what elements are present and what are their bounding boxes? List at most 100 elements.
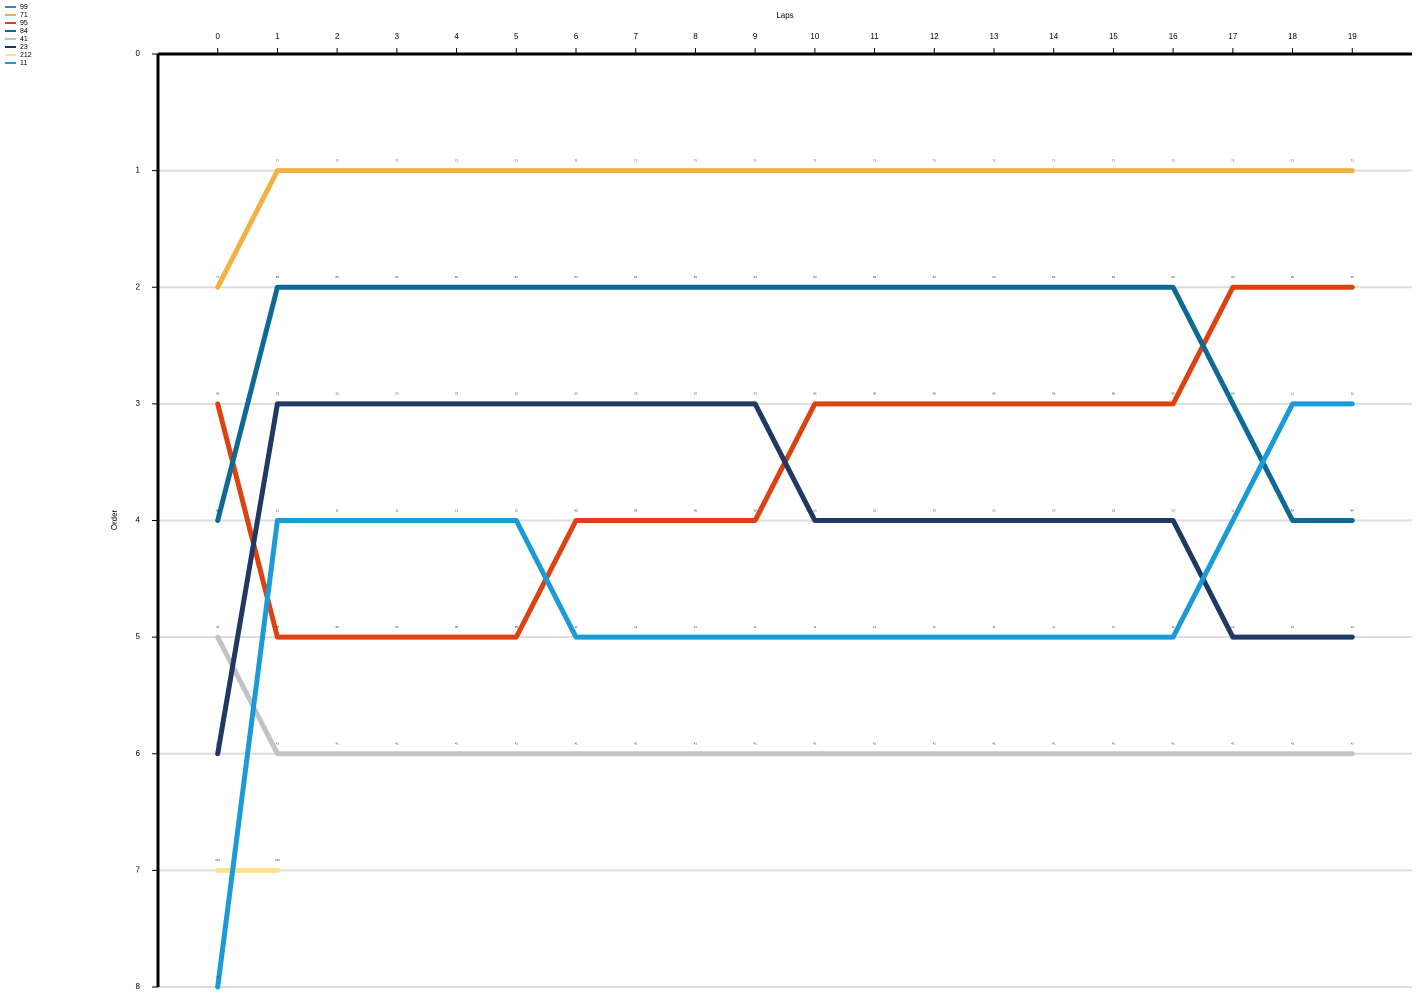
point-label: 11 [216, 975, 219, 979]
x-tick-label: 8 [693, 32, 698, 41]
point-label: 71 [813, 158, 817, 162]
point-label: 41 [455, 742, 459, 746]
point-label: 84 [276, 275, 280, 279]
y-tick-label: 5 [136, 632, 141, 641]
point-label: 23 [515, 392, 519, 396]
point-label: 95 [1112, 392, 1116, 396]
y-tick-label: 2 [136, 282, 141, 291]
point-label: 84 [992, 275, 996, 279]
y-tick-label: 1 [136, 166, 141, 175]
point-label: 95 [1052, 392, 1056, 396]
point-label: 71 [694, 158, 698, 162]
point-label: 11 [574, 625, 577, 629]
point-label: 41 [574, 742, 578, 746]
point-label: 71 [395, 158, 399, 162]
point-label: 11 [933, 625, 936, 629]
y-axis-label: Order [110, 509, 119, 530]
point-label: 11 [754, 625, 757, 629]
point-label: 23 [455, 392, 459, 396]
point-label: 95 [873, 392, 877, 396]
point-label: 84 [1052, 275, 1056, 279]
point-label: 41 [1291, 742, 1295, 746]
point-label: 11 [1231, 508, 1234, 512]
point-label: 11 [395, 508, 398, 512]
point-label: 41 [933, 742, 937, 746]
point-label: 23 [753, 392, 757, 396]
point-label: 84 [1112, 275, 1116, 279]
point-label: 71 [515, 158, 519, 162]
point-label: 84 [455, 275, 459, 279]
point-label: 41 [1052, 742, 1056, 746]
x-tick-label: 10 [810, 32, 819, 41]
point-label: 41 [1171, 742, 1175, 746]
x-tick-label: 16 [1169, 32, 1178, 41]
point-label: 11 [276, 508, 279, 512]
point-label: 84 [574, 275, 578, 279]
point-label: 84 [694, 275, 698, 279]
point-label: 41 [1112, 742, 1116, 746]
point-label: 41 [216, 625, 220, 629]
legend-label: 41 [20, 36, 28, 43]
point-label: 41 [694, 742, 698, 746]
series-line [215, 284, 1355, 523]
series-line [215, 401, 1355, 757]
x-axis-label: Laps [776, 11, 793, 20]
point-label: 23 [1231, 625, 1235, 629]
point-label: 41 [813, 742, 817, 746]
point-label: 84 [335, 275, 339, 279]
point-label: 95 [634, 508, 638, 512]
point-label: 11 [1112, 625, 1115, 629]
point-label: 84 [634, 275, 638, 279]
x-tick-label: 15 [1109, 32, 1118, 41]
y-tick-label: 7 [136, 865, 141, 874]
point-label: 11 [455, 508, 458, 512]
point-label: 71 [1351, 158, 1355, 162]
point-label: 11 [515, 508, 518, 512]
point-label: 84 [1291, 508, 1295, 512]
point-label: 84 [515, 275, 519, 279]
point-label: 11 [1351, 392, 1354, 396]
point-label: 95 [694, 508, 698, 512]
point-label: 11 [1172, 625, 1175, 629]
series-line [215, 634, 1355, 757]
series-line [215, 401, 1355, 990]
x-tick-label: 17 [1228, 32, 1237, 41]
point-label: 11 [634, 625, 637, 629]
point-label: 11 [1052, 625, 1055, 629]
point-label: 95 [1171, 392, 1175, 396]
x-tick-label: 11 [870, 32, 879, 41]
point-label: 23 [933, 508, 937, 512]
x-tick-label: 0 [215, 32, 220, 41]
y-tick-label: 4 [136, 516, 141, 525]
point-label: 23 [634, 392, 638, 396]
point-label: 95 [1231, 275, 1235, 279]
x-tick-label: 13 [990, 32, 999, 41]
point-label: 41 [992, 742, 996, 746]
point-label: 11 [694, 625, 697, 629]
x-tick-label: 7 [633, 32, 638, 41]
point-label: 84 [1231, 392, 1235, 396]
point-label: 212 [215, 858, 220, 862]
point-label: 23 [1351, 625, 1355, 629]
point-label: 84 [395, 275, 399, 279]
legend-label: 23 [20, 44, 28, 51]
point-label: 84 [933, 275, 937, 279]
point-label: 23 [813, 508, 817, 512]
point-label: 11 [813, 625, 816, 629]
point-label: 71 [574, 158, 578, 162]
point-label: 84 [1171, 275, 1175, 279]
point-label: 95 [1351, 275, 1355, 279]
y-tick-label: 0 [136, 49, 141, 58]
point-label: 95 [216, 392, 220, 396]
point-label: 23 [694, 392, 698, 396]
point-label: 41 [1351, 742, 1355, 746]
point-label: 71 [1291, 158, 1295, 162]
x-tick-label: 3 [395, 32, 400, 41]
x-tick-label: 6 [574, 32, 579, 41]
legend-label: 212 [20, 52, 32, 59]
y-tick-label: 3 [136, 399, 141, 408]
point-label: 71 [1052, 158, 1056, 162]
point-label: 71 [335, 158, 339, 162]
point-label: 11 [873, 625, 876, 629]
point-label: 23 [992, 508, 996, 512]
